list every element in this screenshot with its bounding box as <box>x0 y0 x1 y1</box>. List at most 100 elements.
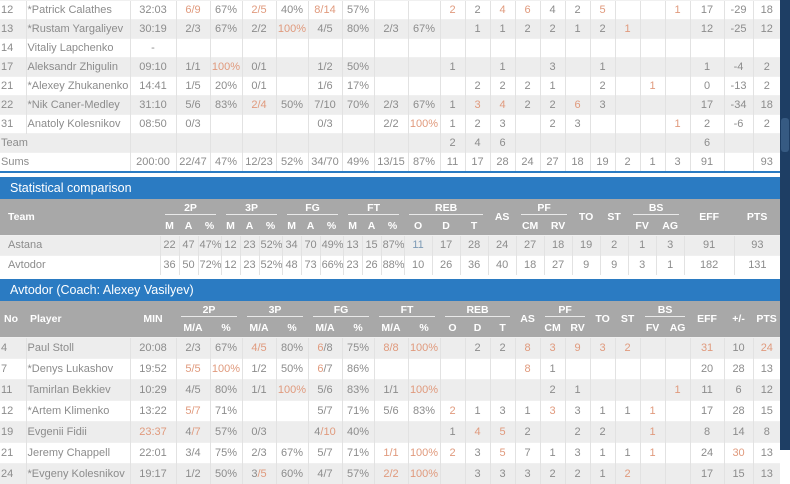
stat-cell: 200:00 <box>130 153 176 173</box>
col-t: T <box>460 217 488 236</box>
stat-cell: 26 <box>362 256 381 276</box>
stat-cell: 1 <box>628 236 656 256</box>
stat-cell: 1 <box>440 58 465 77</box>
stat-cell: *Denys Lukashov <box>26 359 130 380</box>
stat-cell: 67% <box>276 443 308 464</box>
stat-cell: 12 <box>0 1 26 20</box>
stat-cell: 75% <box>342 338 374 359</box>
col-st: ST <box>600 199 628 236</box>
stat-cell: 47% <box>198 236 221 256</box>
stat-cell: -34 <box>724 96 753 115</box>
stat-cell <box>540 134 565 153</box>
stat-cell: 4/5 <box>308 20 342 39</box>
stat-cell <box>640 134 665 153</box>
stat-cell: 6 <box>515 1 540 20</box>
col-m: M <box>160 217 179 236</box>
stat-cell: 34 <box>282 236 301 256</box>
stat-cell: 67% <box>210 338 242 359</box>
stat-cell <box>490 39 515 58</box>
stat-cell <box>408 1 440 20</box>
stat-cell <box>665 77 690 96</box>
stat-cell: 5/6 <box>308 380 342 401</box>
stat-cell: 83% <box>408 401 440 422</box>
stat-cell <box>665 422 690 443</box>
stat-cell: 1 <box>440 96 465 115</box>
stat-cell <box>276 422 308 443</box>
stat-cell: 2/3 <box>374 96 408 115</box>
stat-cell: 14 <box>0 39 26 58</box>
stat-cell: 1 <box>515 401 540 422</box>
stat-cell: 6 <box>724 380 753 401</box>
stat-cell <box>408 39 440 58</box>
stat-cell: 2 <box>515 96 540 115</box>
stat-cell: 1/2 <box>242 359 276 380</box>
col-as: AS <box>515 301 540 338</box>
stat-cell: - <box>130 39 176 58</box>
stat-cell: 22 <box>0 96 26 115</box>
stat-cell: 2 <box>490 77 515 96</box>
stat-cell: 1/1 <box>242 380 276 401</box>
stat-cell <box>440 359 465 380</box>
col-a: A <box>240 217 259 236</box>
stat-cell: 23 <box>240 236 259 256</box>
stat-cell: 2 <box>753 58 780 77</box>
stat-cell: 21 <box>0 443 26 464</box>
stat-cell: 18 <box>516 256 544 276</box>
stat-cell <box>408 77 440 96</box>
stat-cell: 24 <box>690 443 724 464</box>
stat-cell: 3 <box>540 58 565 77</box>
stat-cell: 12 <box>221 236 240 256</box>
stat-cell: 23 <box>343 256 362 276</box>
stat-cell: 91 <box>684 236 734 256</box>
col-st: ST <box>615 301 640 338</box>
scrollbar-thumb[interactable] <box>781 118 789 152</box>
stat-cell <box>665 96 690 115</box>
stat-cell: 1 <box>615 443 640 464</box>
stat-cell: 2 <box>490 338 515 359</box>
stat-cell <box>465 359 490 380</box>
stat-cell <box>374 77 408 96</box>
stat-cell <box>374 1 408 20</box>
stat-cell: 5/7 <box>308 401 342 422</box>
col-team: Team <box>0 199 160 236</box>
stat-cell <box>665 401 690 422</box>
stat-cell: 24 <box>753 338 780 359</box>
stat-cell: 1/5 <box>176 77 210 96</box>
stat-cell: 7/10 <box>308 96 342 115</box>
stat-cell: 17% <box>342 77 374 96</box>
stat-cell: 13 <box>0 20 26 39</box>
stat-cell: 1 <box>615 20 640 39</box>
stat-cell: 17 <box>0 58 26 77</box>
scrollbar-track[interactable] <box>780 0 790 450</box>
stat-cell: 28 <box>724 401 753 422</box>
stat-cell <box>276 77 308 96</box>
stat-cell: 19 <box>0 422 26 443</box>
stat-cell: 12 <box>221 256 240 276</box>
stat-cell: 2 <box>565 422 590 443</box>
stat-cell: 2/5 <box>242 1 276 20</box>
stat-cell: 100% <box>408 338 440 359</box>
stat-cell: 15 <box>753 401 780 422</box>
stat-cell <box>440 77 465 96</box>
stat-cell <box>176 134 210 153</box>
stat-cell: 30:19 <box>130 20 176 39</box>
stat-cell: 9 <box>572 256 600 276</box>
stat-cell: 67% <box>408 20 440 39</box>
stat-cell: 57% <box>210 422 242 443</box>
stat-cell: 100% <box>408 464 440 484</box>
section-title: Statistical comparison <box>10 181 132 195</box>
stat-cell: 1/1 <box>374 380 408 401</box>
stat-cell <box>690 39 724 58</box>
stat-cell: 12 <box>753 380 780 401</box>
stat-cell <box>408 422 440 443</box>
stat-cell <box>640 96 665 115</box>
stat-cell: 20% <box>210 77 242 96</box>
stat-cell: 17 <box>465 153 490 173</box>
stat-cell <box>665 443 690 464</box>
stat-cell: 3 <box>515 464 540 484</box>
col-fv: FV <box>628 217 656 236</box>
stat-cell: 70 <box>301 236 320 256</box>
stat-cell <box>440 380 465 401</box>
